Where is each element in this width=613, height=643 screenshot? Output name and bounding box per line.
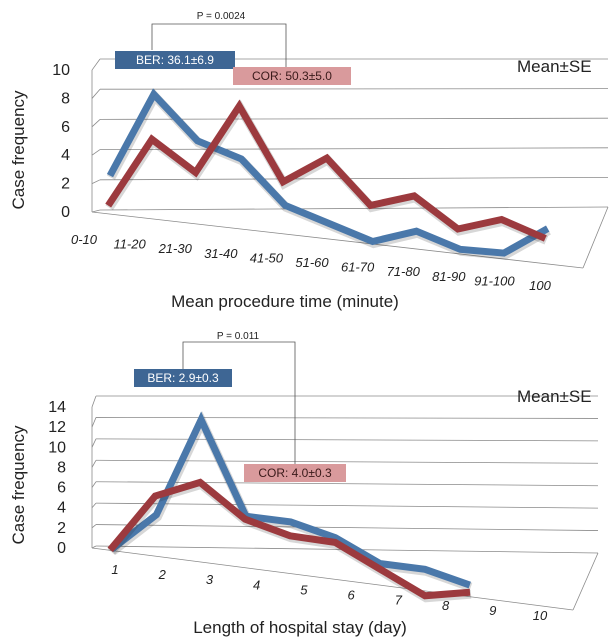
y-tick-label: 14 — [48, 399, 66, 416]
x-tick-label: 51-60 — [295, 255, 329, 270]
floor-right-edge — [582, 206, 609, 269]
x-tick-label: 3 — [206, 572, 214, 587]
p-value-label: P = 0.011 — [217, 331, 260, 342]
summary-box-cor — [244, 464, 346, 482]
gridline-side — [91, 119, 101, 128]
gridline — [95, 481, 599, 487]
y-axis-title: Case frequency — [9, 90, 28, 210]
y-tick-label: 10 — [52, 62, 70, 79]
y-axis-title: Case frequency — [9, 425, 28, 545]
x-tick-label: 0-10 — [71, 232, 98, 247]
summary-label-ber: BER: 36.1±6.9 — [136, 53, 214, 67]
y-tick-label: 0 — [61, 204, 70, 221]
y-tick-label: 0 — [57, 540, 66, 557]
x-tick-label: 9 — [489, 603, 496, 618]
x-tick-label: 31-40 — [204, 246, 238, 261]
mean-se-note: Mean±SE — [517, 387, 592, 406]
x-tick-label: 71-80 — [387, 264, 421, 279]
x-axis-title: Length of hospital stay (day) — [193, 618, 407, 637]
y-tick-label: 8 — [57, 459, 66, 476]
gridline — [99, 176, 609, 181]
y-tick-label: 8 — [61, 90, 70, 107]
x-tick-label: 91-100 — [474, 273, 515, 288]
y-tick-label: 12 — [48, 419, 66, 436]
gridline — [95, 438, 599, 442]
gridline-side — [91, 502, 97, 508]
gridline — [95, 524, 599, 531]
series-line-ber — [109, 411, 471, 589]
x-tick-label: 41-50 — [250, 250, 284, 265]
y-tick-label: 4 — [61, 147, 70, 164]
summary-label-ber: BER: 2.9±0.3 — [147, 371, 219, 385]
x-tick-label: 10 — [533, 608, 548, 623]
gridline-side — [91, 481, 97, 488]
x-tick-label: 2 — [158, 567, 167, 582]
gridline-side — [91, 179, 101, 184]
summary-label-cor: COR: 50.3±5.0 — [252, 69, 332, 83]
x-tick-label: 1 — [111, 562, 118, 577]
gridline — [95, 459, 599, 464]
significance-bracket — [151, 23, 287, 68]
gridline-side — [91, 545, 97, 549]
gridline-side — [91, 58, 101, 71]
x-tick-label: 7 — [395, 593, 403, 608]
summary-box-ber — [134, 369, 232, 387]
gridline — [99, 147, 609, 151]
series-line-cor — [105, 99, 547, 242]
significance-bracket — [182, 341, 296, 468]
x-tick-label: 11-20 — [113, 237, 146, 252]
y-tick-label: 2 — [61, 176, 70, 193]
summary-label-cor: COR: 4.0±0.3 — [258, 466, 332, 480]
gridline — [95, 502, 599, 509]
gridline-side — [91, 438, 97, 448]
floor-right-edge — [572, 552, 599, 611]
floor-front-edge — [91, 547, 574, 611]
x-axis-title: Mean procedure time (minute) — [171, 292, 399, 311]
gridline-side — [91, 395, 97, 408]
x-tick-label: 6 — [347, 588, 355, 603]
x-tick-label: 8 — [442, 598, 450, 613]
gridline — [99, 206, 609, 211]
y-tick-label: 2 — [57, 520, 66, 537]
p-value-label: P = 0.0024 — [197, 11, 246, 22]
gridline — [95, 417, 599, 419]
x-tick-label: 4 — [253, 577, 260, 592]
gridline — [99, 117, 609, 120]
x-tick-label: 81-90 — [432, 269, 466, 284]
mean-se-note: Mean±SE — [517, 57, 592, 76]
y-tick-label: 4 — [57, 500, 66, 517]
gridline-side — [91, 524, 97, 529]
gridline-side — [91, 149, 101, 156]
y-tick-label: 6 — [57, 480, 66, 497]
gridline-side — [91, 88, 101, 99]
gridline-side — [91, 460, 97, 468]
chart-procedure-time: 0 2 4 6 8 10 0-10 11-20 21-30 31-40 41-50 51-60 61-7… — [9, 11, 609, 311]
x-tick-label: 21-30 — [158, 241, 193, 256]
y-tick-label: 10 — [48, 439, 66, 456]
gridline-side — [91, 209, 101, 213]
floor-front-edge — [91, 211, 584, 269]
summary-box-ber — [115, 51, 235, 69]
gridline-side — [91, 417, 97, 428]
x-tick-label: 61-70 — [341, 260, 375, 275]
x-tick-label: 100 — [529, 278, 551, 293]
gridline — [99, 88, 609, 90]
series-line-shadow-ber — [109, 411, 473, 592]
x-tick-label: 5 — [300, 582, 308, 597]
summary-box-cor — [233, 67, 351, 85]
y-tick-label: 6 — [61, 119, 70, 136]
